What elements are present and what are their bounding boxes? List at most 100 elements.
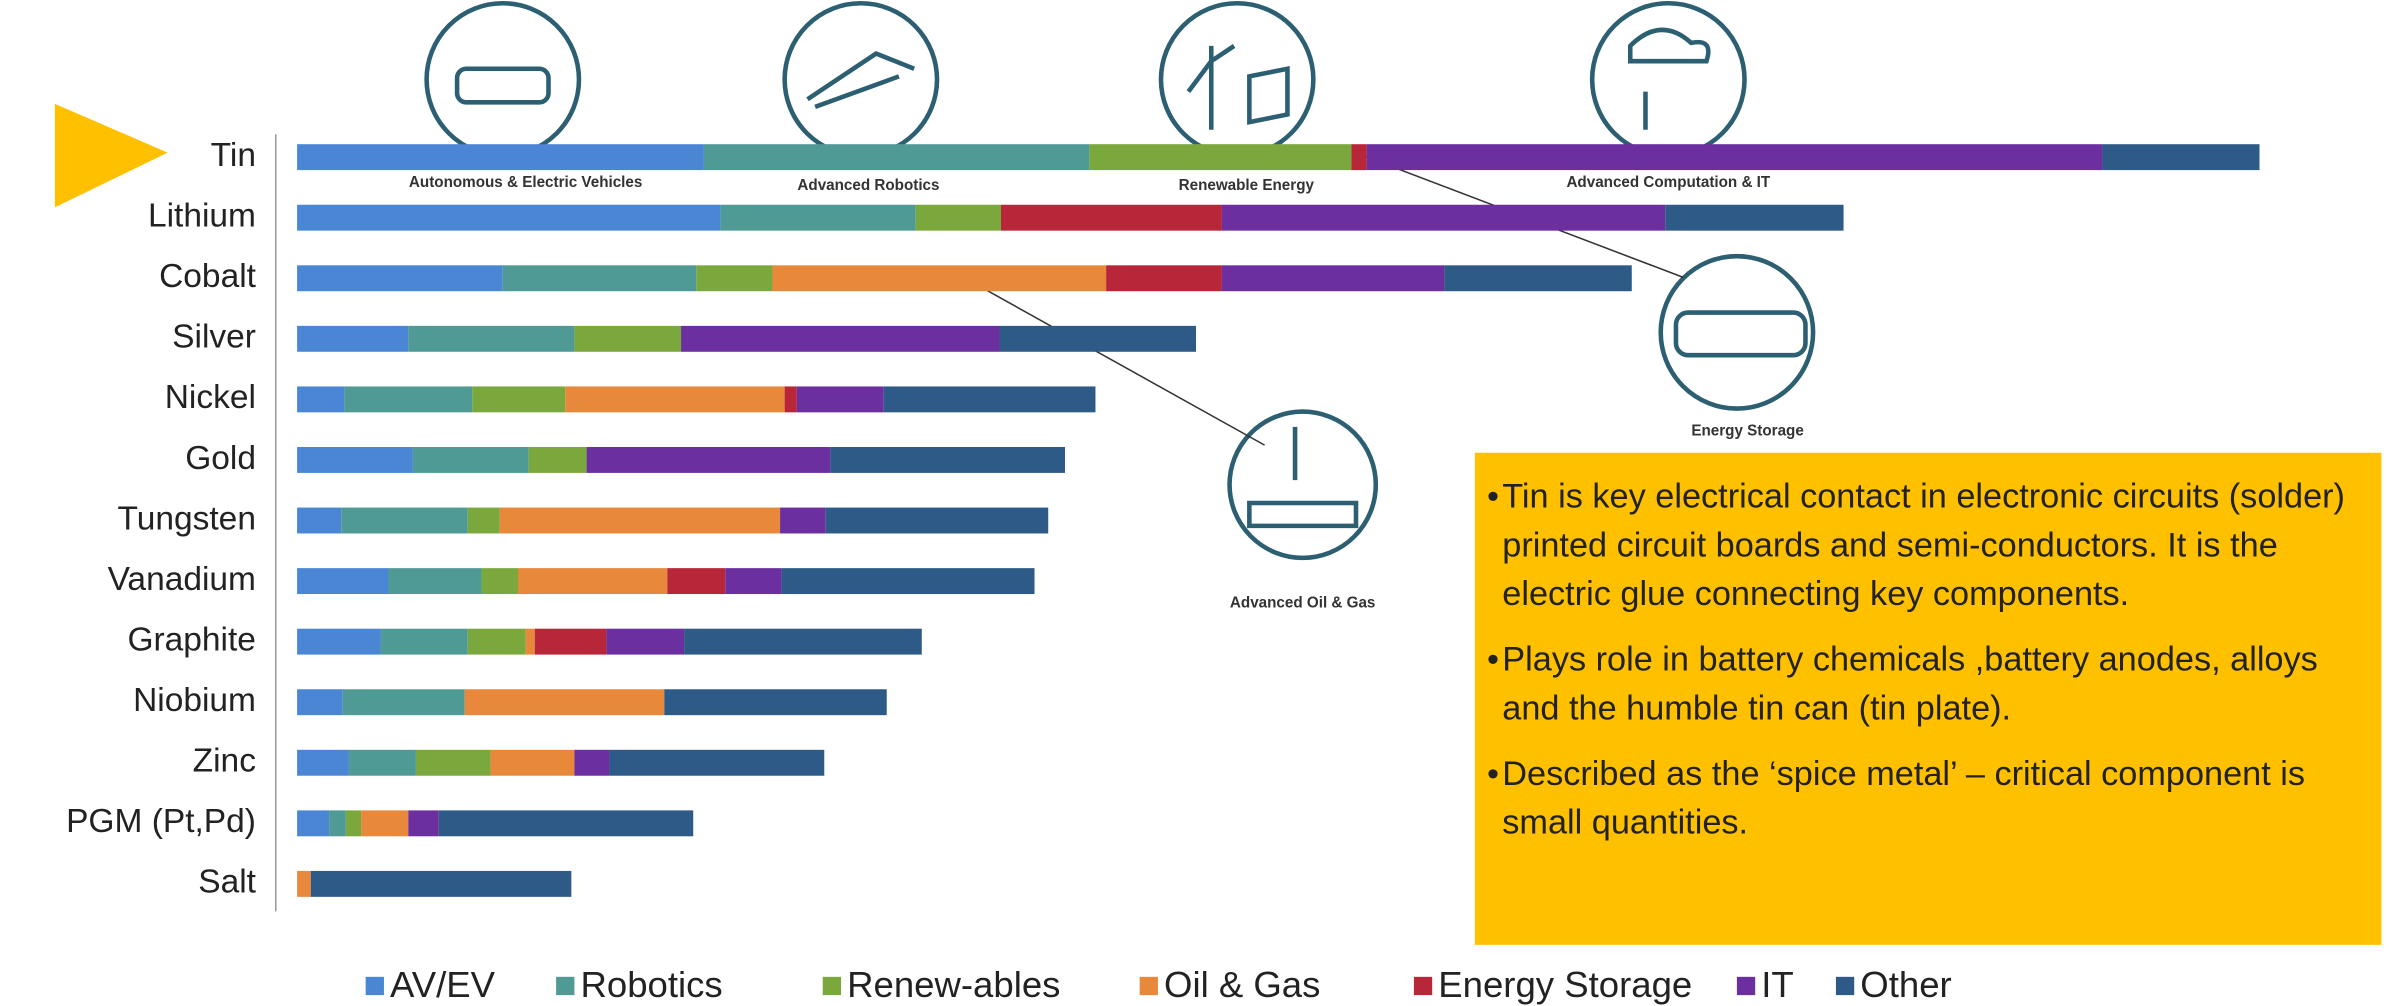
bar-segment [481, 568, 519, 595]
bar-segment [883, 386, 1096, 413]
icon-label: Advanced Oil & Gas [1230, 595, 1375, 612]
y-tick-label: Salt [198, 864, 256, 901]
icon-circle [1158, 0, 1316, 158]
legend-swatch [1413, 976, 1433, 996]
y-tick-label: Lithium [148, 198, 256, 235]
bar-segment [1106, 265, 1222, 292]
legend-label: Renew-ables [847, 964, 1060, 1005]
bar-segment [999, 325, 1197, 352]
bar-segment [1221, 204, 1666, 231]
bar-segment [345, 810, 362, 837]
y-tick-label: Niobium [133, 682, 256, 719]
bar-segment [574, 749, 610, 776]
bar-segment [664, 689, 887, 716]
bar-segment [408, 810, 439, 837]
y-tick-label: PGM (Pt,Pd) [66, 803, 256, 840]
bar-segment [490, 749, 575, 776]
bar-segment [2102, 144, 2260, 171]
bar-segment [606, 628, 685, 655]
bar-segment [825, 507, 1049, 534]
bar-segment [297, 870, 311, 897]
bar-segment [720, 204, 916, 231]
icon-shape [1247, 426, 1359, 529]
bar-segment [341, 507, 468, 534]
bar-segment [438, 810, 694, 837]
icon-label: Renewable Energy [1179, 177, 1315, 194]
bar-segment [915, 204, 1002, 231]
bar-segment [388, 568, 482, 595]
bar-segment [1351, 144, 1367, 171]
note-item: Described as the ‘spice metal’ – critica… [1487, 750, 2380, 848]
bar-segment [781, 568, 1035, 595]
icon-shape [806, 50, 916, 110]
legend-label: Other [1860, 964, 1951, 1005]
icon-shape [454, 66, 551, 105]
bar-segment [796, 386, 884, 413]
icon-label: Advanced Computation & IT [1566, 174, 1770, 191]
legend-swatch [365, 976, 384, 996]
bar-segment [412, 447, 529, 473]
icon-circle [1658, 253, 1816, 411]
note-item: Tin is key electrical contact in electro… [1487, 473, 2380, 619]
connector-line [944, 266, 1265, 446]
legend-label: IT [1761, 964, 1793, 1005]
bar-segment [565, 386, 785, 413]
bar-segment [684, 628, 922, 655]
bar-segment [467, 628, 526, 655]
y-tick-label: Zinc [193, 743, 256, 780]
icon-circle [1589, 0, 1747, 158]
legend-label: Robotics [580, 964, 722, 1005]
y-tick-label: Tungsten [118, 500, 256, 537]
bar-segment [297, 265, 503, 292]
bar-segment [1665, 204, 1844, 231]
note-text: Tin is key electrical contact in electro… [1481, 473, 2380, 848]
bar-segment [408, 325, 575, 352]
bar-segment [342, 689, 465, 716]
y-tick-label: Graphite [127, 622, 256, 659]
bar-segment [297, 810, 330, 837]
icon-circle [424, 0, 582, 158]
note-item: Plays role in battery chemicals ,battery… [1487, 636, 2380, 734]
bar-segment [502, 265, 697, 292]
icons [424, 0, 1816, 561]
bar-segment [329, 810, 346, 837]
bar-segment [574, 325, 682, 352]
y-tick-label: Nickel [165, 379, 256, 416]
bar-segment [525, 628, 535, 655]
bar-segment [667, 568, 726, 595]
bar-segment [725, 568, 782, 595]
legend-swatch [556, 976, 575, 996]
bar-segment [703, 144, 1090, 171]
bar-segment [696, 265, 773, 292]
legend-swatch [1835, 976, 1855, 996]
y-tick-label: Tin [211, 137, 256, 174]
bar-segment [467, 507, 500, 534]
bar-segment [297, 386, 345, 413]
bar-segment [348, 749, 416, 776]
bar-segment [528, 447, 587, 473]
bar-segment [297, 749, 349, 776]
icon-label: Energy Storage [1691, 422, 1803, 439]
bar-segment [772, 265, 1107, 292]
icon-circle [1227, 409, 1379, 561]
y-tick-label: Vanadium [108, 561, 256, 598]
icon-shape [1673, 310, 1808, 358]
bar-segment [297, 507, 342, 534]
icon-shape [1627, 27, 1711, 130]
legend-swatch [1736, 976, 1756, 996]
y-tick-label: Gold [185, 440, 256, 477]
bar-segment [1089, 144, 1352, 171]
bar-segment [344, 386, 473, 413]
bar-segment [361, 810, 409, 837]
bar-segment [1221, 265, 1445, 292]
bar-segment [1001, 204, 1222, 231]
bar-segment [464, 689, 665, 716]
bar-segment [1444, 265, 1632, 292]
bar-segment [499, 507, 781, 534]
bar-segment [310, 870, 572, 897]
bar-segment [784, 386, 797, 413]
bar-segment [586, 447, 831, 473]
icon-label: Advanced Robotics [797, 177, 939, 194]
bar-segment [297, 325, 409, 352]
